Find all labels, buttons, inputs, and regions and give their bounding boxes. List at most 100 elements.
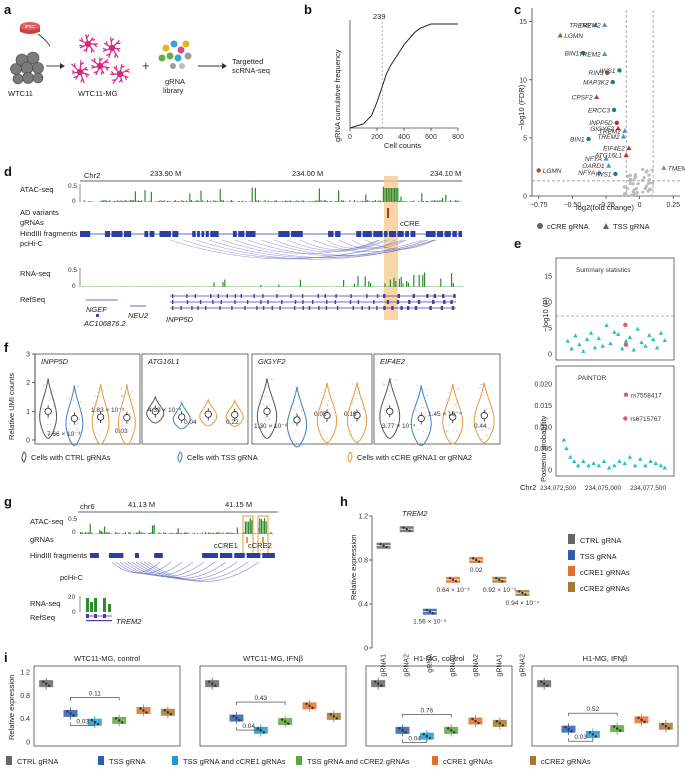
c-point-label: MAP3K2: [583, 79, 609, 86]
d-hind-fragment: [291, 231, 303, 237]
d-inpp5d-exon: [194, 294, 196, 298]
f-jitter-point: [300, 445, 302, 447]
h-pvalue: 0.94 × 10⁻⁴: [506, 600, 540, 607]
d-rna-bar: [451, 273, 453, 287]
d-atac-bar: [229, 201, 231, 202]
e-bottom-ytick: 0.020: [534, 382, 552, 389]
dish-label: iPSC: [25, 24, 36, 29]
h-point: [405, 528, 408, 531]
d-hind-fragment: [328, 231, 334, 237]
g-atac-bar: [89, 523, 91, 534]
g-atac-bar: [118, 532, 120, 534]
i-point: [286, 722, 290, 725]
g-atac-bar: [91, 532, 93, 534]
g-chrom: chr6: [80, 502, 95, 511]
d-atac-bar: [349, 200, 351, 202]
d-rna-bar: [130, 286, 132, 287]
d-rna-bar: [388, 286, 390, 287]
d-inpp5d-exon: [335, 294, 337, 298]
d-atac-bar: [448, 201, 450, 202]
d-atac-bar: [210, 200, 212, 202]
d-atac-bar: [440, 200, 442, 202]
d-rna-bar: [103, 286, 105, 287]
f-jitter-point: [332, 407, 334, 409]
g-atac-bar: [105, 532, 107, 534]
d-atac-bar: [125, 200, 127, 202]
d-atac-bar: [190, 200, 192, 202]
d-atac-bar: [264, 200, 266, 202]
d-rna-bar: [397, 286, 399, 287]
d-inpp5d-exon: [366, 294, 368, 298]
d-atac-bar: [134, 191, 136, 202]
f-jitter-point: [327, 405, 329, 407]
d-rna-bar: [335, 286, 337, 287]
i-point: [474, 719, 477, 723]
f-jitter-point: [101, 429, 103, 431]
f-jitter-point: [121, 389, 122, 391]
g-atac-bar: [227, 532, 229, 534]
i-point: [93, 720, 97, 724]
h-point: [425, 609, 429, 612]
d-rna-bar: [96, 286, 98, 287]
c-point-tss: [557, 32, 563, 38]
d-hind-fragment: [335, 231, 341, 237]
g-atac-bar: [136, 532, 138, 534]
g-rna-bar: [94, 598, 97, 612]
f-jitter-point: [487, 428, 489, 429]
f-jitter-point: [448, 410, 449, 412]
d-pchic-arc: [182, 239, 407, 259]
i-bracket-mid: [236, 727, 262, 731]
d-rna-bar: [404, 286, 406, 287]
microglia-cell-icon: [91, 57, 110, 76]
microglia-process: [70, 63, 81, 73]
i-subplot-frame: [365, 665, 513, 747]
d-rna-bar: [254, 286, 256, 287]
d-rna-bar: [298, 286, 300, 287]
d-atac-bar: [302, 200, 304, 202]
panel-b-letter: b: [304, 2, 312, 17]
i-ytick: 0.4: [20, 716, 30, 723]
d-atac-bar: [394, 188, 396, 202]
g-atac-bar: [268, 533, 270, 534]
i-point: [539, 680, 543, 683]
d-rna-bar: [105, 286, 107, 287]
g-atac-bar: [177, 528, 179, 534]
e-bottom-point: [632, 463, 638, 468]
f-violin: [199, 398, 218, 427]
g-atac-bar: [169, 532, 171, 534]
panel-d: d Chr2 233.90 M 234.00 M 234.10 M ATAC-s…: [4, 164, 463, 328]
f-legend-violin-icon: [177, 451, 183, 463]
d-inpp5d-exon: [350, 294, 352, 298]
f-jitter-point: [122, 394, 124, 396]
microglia-icon: [70, 34, 130, 84]
f-jitter-point: [425, 413, 426, 415]
d-rna-bar: [290, 286, 292, 287]
f-jitter-point: [53, 427, 55, 429]
d-rna-bar: [200, 286, 202, 287]
g-pchic-arc: [135, 561, 227, 579]
microglia-process: [91, 58, 101, 67]
d-inpp5d-exon: [426, 294, 429, 298]
c-point-ns: [646, 181, 650, 185]
microglia-process: [118, 73, 123, 83]
g-atac-bar: [100, 531, 102, 534]
g-atac-bar: [86, 532, 88, 534]
f-jitter-point: [350, 430, 352, 432]
d-atac-bar: [400, 196, 402, 202]
b-xtick-label: 0: [348, 134, 352, 141]
d-rna-bar: [128, 286, 130, 287]
microglia-process: [85, 34, 90, 45]
d-rna-bar: [305, 286, 307, 287]
f-jitter-point: [359, 391, 361, 393]
c-point-ns: [633, 175, 637, 179]
d-coord-2: 234.00 M: [292, 169, 323, 178]
f-jitter-point: [486, 408, 488, 410]
f-pvalue: 7.66 × 10⁻³: [47, 431, 81, 438]
g-atac-bar: [272, 533, 274, 534]
c-point-ns: [641, 190, 645, 194]
d-rna-bar: [373, 286, 375, 287]
c-legend-triangle-icon: [603, 223, 609, 229]
d-atac-bar: [262, 201, 264, 202]
g-atac-bar: [217, 532, 219, 534]
f-jitter-point: [265, 379, 267, 381]
